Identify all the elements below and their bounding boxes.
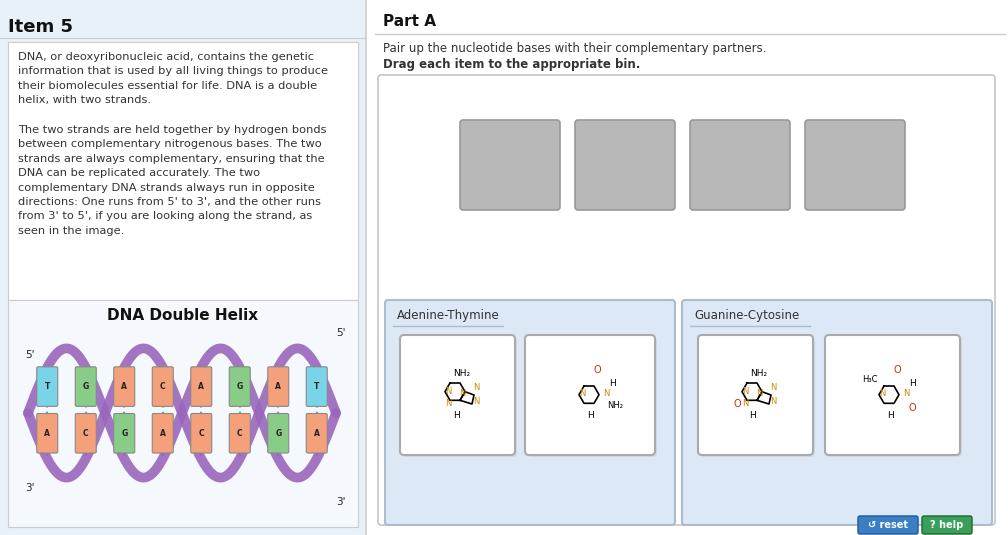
Text: A: A xyxy=(160,429,165,438)
Text: N: N xyxy=(879,389,885,399)
FancyBboxPatch shape xyxy=(306,414,328,453)
Text: N: N xyxy=(445,399,452,408)
Text: H: H xyxy=(908,378,915,387)
Text: NH₂: NH₂ xyxy=(607,401,623,410)
Text: C: C xyxy=(237,429,243,438)
Text: H: H xyxy=(887,411,893,421)
Text: Guanine-Cytosine: Guanine-Cytosine xyxy=(694,309,799,322)
Text: N: N xyxy=(459,388,465,398)
FancyBboxPatch shape xyxy=(805,120,905,210)
Bar xyxy=(0,0,366,535)
FancyBboxPatch shape xyxy=(690,120,790,210)
FancyBboxPatch shape xyxy=(575,120,675,210)
Text: A: A xyxy=(44,429,50,438)
Text: C: C xyxy=(160,382,165,391)
Text: Part A: Part A xyxy=(383,14,436,29)
Text: Item 5: Item 5 xyxy=(8,18,73,36)
FancyBboxPatch shape xyxy=(682,300,992,525)
FancyBboxPatch shape xyxy=(400,335,515,455)
Text: H: H xyxy=(750,411,756,421)
FancyBboxPatch shape xyxy=(698,335,813,455)
FancyBboxPatch shape xyxy=(268,414,288,453)
Text: T: T xyxy=(44,382,50,391)
FancyBboxPatch shape xyxy=(191,367,212,407)
FancyBboxPatch shape xyxy=(378,75,995,525)
Text: N: N xyxy=(903,389,909,399)
FancyBboxPatch shape xyxy=(858,516,918,534)
Text: H: H xyxy=(587,411,594,421)
FancyBboxPatch shape xyxy=(460,120,560,210)
Text: H: H xyxy=(453,411,460,421)
FancyBboxPatch shape xyxy=(306,367,328,407)
FancyBboxPatch shape xyxy=(76,414,96,453)
Text: 3': 3' xyxy=(25,483,34,493)
FancyBboxPatch shape xyxy=(922,516,972,534)
Text: O: O xyxy=(908,403,916,413)
Text: NH₂: NH₂ xyxy=(750,370,767,378)
Text: N: N xyxy=(742,399,748,408)
Text: 5': 5' xyxy=(336,328,346,338)
FancyBboxPatch shape xyxy=(76,367,96,407)
FancyBboxPatch shape xyxy=(700,337,815,457)
Text: ? help: ? help xyxy=(930,520,964,530)
Text: H₃C: H₃C xyxy=(862,376,878,385)
FancyBboxPatch shape xyxy=(402,337,517,457)
Text: T: T xyxy=(314,382,320,391)
Text: 5': 5' xyxy=(25,350,34,360)
Text: 3': 3' xyxy=(336,497,346,507)
Bar xyxy=(8,42,358,300)
Text: H: H xyxy=(609,378,615,387)
Text: Pair up the nucleotide bases with their complementary partners.: Pair up the nucleotide bases with their … xyxy=(383,42,766,55)
FancyBboxPatch shape xyxy=(268,367,288,407)
Text: DNA, or deoxyribonucleic acid, contains the genetic
information that is used by : DNA, or deoxyribonucleic acid, contains … xyxy=(18,52,328,105)
Text: ↺ reset: ↺ reset xyxy=(868,520,908,530)
FancyBboxPatch shape xyxy=(229,414,250,453)
FancyBboxPatch shape xyxy=(229,367,250,407)
Text: Drag each item to the appropriate bin.: Drag each item to the appropriate bin. xyxy=(383,58,640,71)
Text: Adenine-Thymine: Adenine-Thymine xyxy=(397,309,500,322)
FancyBboxPatch shape xyxy=(36,367,57,407)
Text: A: A xyxy=(313,429,320,438)
Text: N: N xyxy=(603,389,609,399)
Text: N: N xyxy=(579,389,586,399)
FancyBboxPatch shape xyxy=(825,335,960,455)
Text: N: N xyxy=(756,388,762,398)
Text: O: O xyxy=(733,399,741,409)
Text: G: G xyxy=(237,382,243,391)
Text: N: N xyxy=(742,386,748,395)
Text: A: A xyxy=(199,382,205,391)
FancyBboxPatch shape xyxy=(827,337,962,457)
FancyBboxPatch shape xyxy=(385,300,675,525)
Text: C: C xyxy=(199,429,204,438)
Text: N: N xyxy=(473,383,479,392)
Text: N: N xyxy=(770,398,776,407)
Text: G: G xyxy=(121,429,127,438)
Text: G: G xyxy=(275,429,281,438)
Text: C: C xyxy=(83,429,89,438)
FancyBboxPatch shape xyxy=(114,414,135,453)
FancyBboxPatch shape xyxy=(527,337,657,457)
Text: A: A xyxy=(275,382,281,391)
FancyBboxPatch shape xyxy=(114,367,135,407)
Text: N: N xyxy=(770,383,776,392)
Text: O: O xyxy=(593,365,601,375)
Text: DNA Double Helix: DNA Double Helix xyxy=(108,308,259,323)
FancyBboxPatch shape xyxy=(36,414,57,453)
Text: A: A xyxy=(121,382,127,391)
Text: G: G xyxy=(83,382,89,391)
FancyBboxPatch shape xyxy=(152,414,173,453)
Text: N: N xyxy=(473,398,479,407)
Text: O: O xyxy=(893,365,901,375)
Text: NH₂: NH₂ xyxy=(454,370,471,378)
Bar xyxy=(8,300,358,527)
Text: N: N xyxy=(445,386,452,395)
FancyBboxPatch shape xyxy=(152,367,173,407)
FancyBboxPatch shape xyxy=(525,335,655,455)
FancyBboxPatch shape xyxy=(191,414,212,453)
Text: The two strands are held together by hydrogen bonds
between complementary nitrog: The two strands are held together by hyd… xyxy=(18,125,327,236)
